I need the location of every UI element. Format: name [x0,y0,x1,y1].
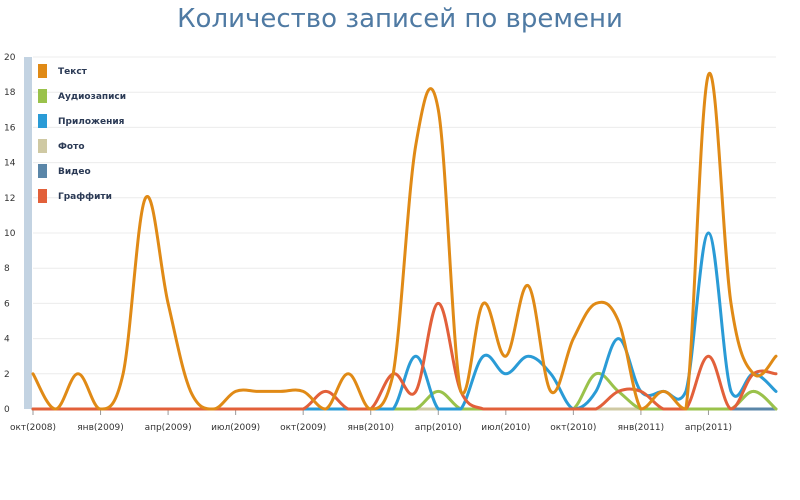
y-tick-label: 20 [4,53,16,63]
x-tick-label: апр(2011) [685,423,732,433]
x-tick-label: янв(2011) [618,423,665,433]
y-tick-label: 12 [4,194,15,204]
y-axis-bar [24,57,32,409]
legend-swatch[interactable] [38,114,47,128]
x-tick-label: окт(2008) [10,423,56,433]
x-tick-label: окт(2010) [550,423,596,433]
x-tick-label: янв(2009) [77,423,124,433]
y-tick-label: 6 [4,299,10,309]
legend-label[interactable]: Видео [58,167,91,177]
y-tick-label: 8 [4,264,10,274]
chart-title: Количество записей по времени [177,4,623,34]
x-tick-label: июл(2009) [211,423,260,433]
legend-swatch[interactable] [38,89,47,103]
legend-label[interactable]: Приложения [58,117,125,127]
x-tick-label: апр(2010) [415,423,462,433]
series-line-1 [31,71,778,411]
legend-swatch[interactable] [38,164,47,178]
y-tick-label: 18 [4,88,16,98]
x-tick-label: июл(2010) [481,423,530,433]
legend-label[interactable]: Текст [58,67,88,77]
x-tick-label: окт(2009) [280,423,326,433]
y-tick-label: 14 [4,159,16,169]
legend-label[interactable]: Граффити [58,192,112,202]
series-line-6 [31,301,778,411]
legend-label[interactable]: Фото [58,142,85,152]
x-tick-label: апр(2009) [145,423,192,433]
y-tick-label: 0 [4,405,10,415]
y-tick-label: 10 [4,229,16,239]
y-tick-label: 4 [4,335,10,345]
y-tick-label: 2 [4,370,10,380]
x-tick-label: янв(2010) [347,423,394,433]
series-line-4 [31,389,778,411]
legend-label[interactable]: Аудиозаписи [58,92,126,102]
legend-swatch[interactable] [38,139,47,153]
legend-swatch[interactable] [38,64,47,78]
y-tick-label: 16 [4,123,16,133]
legend-swatch[interactable] [38,189,47,203]
